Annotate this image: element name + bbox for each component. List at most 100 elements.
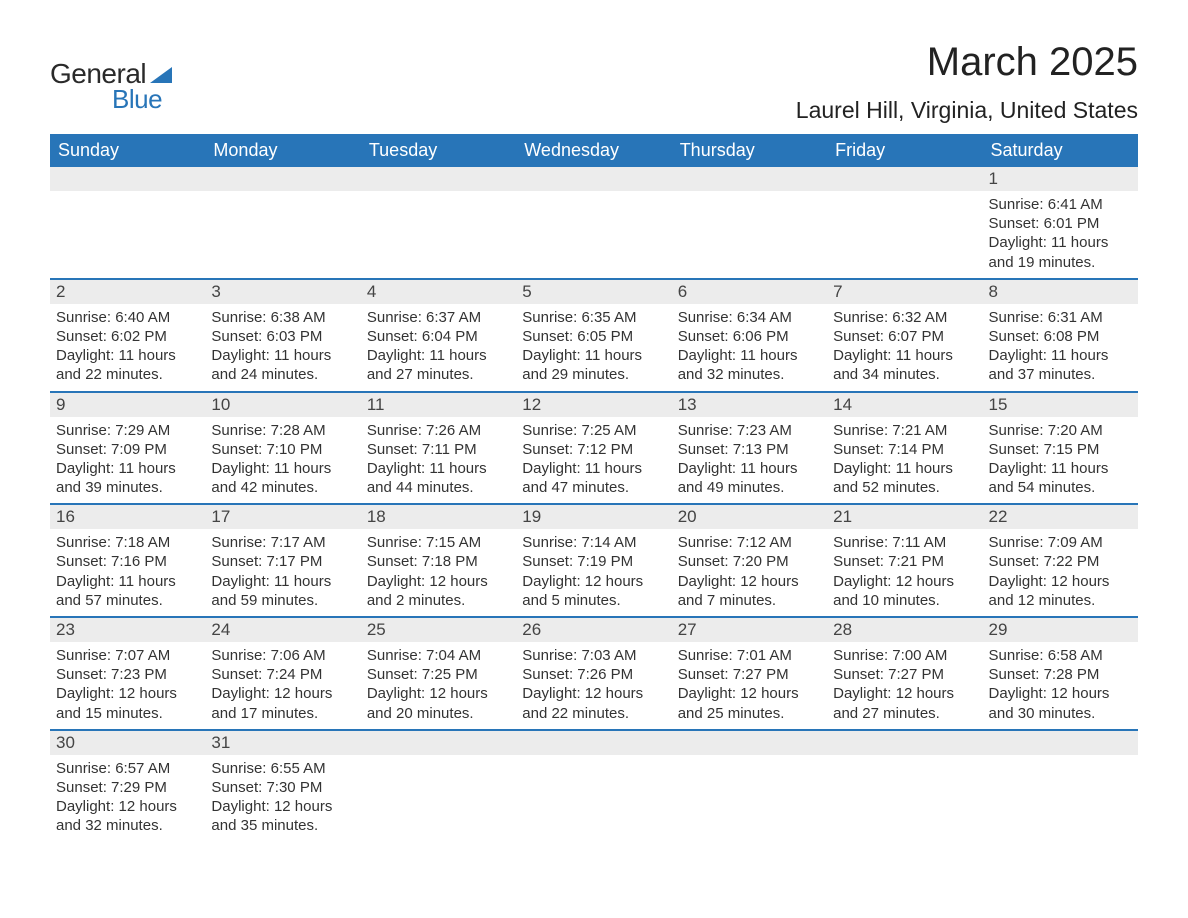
sunrise-line: Sunrise: 7:00 AM [833,646,976,665]
sunset-line: Sunset: 7:15 PM [989,440,1132,459]
day-number-cell: 15 [983,392,1138,417]
day-data-cell [50,191,205,279]
day-number-cell: 22 [983,504,1138,529]
sunrise-line: Sunrise: 7:21 AM [833,421,976,440]
daylight-line: Daylight: 12 hours and 30 minutes. [989,684,1132,722]
sunrise-line: Sunrise: 7:17 AM [211,533,354,552]
day-number-cell [205,167,360,191]
daylight-line: Daylight: 11 hours and 44 minutes. [367,459,510,497]
sunrise-line: Sunrise: 7:06 AM [211,646,354,665]
sunrise-line: Sunrise: 6:55 AM [211,759,354,778]
day-data-cell [672,191,827,279]
weekday-header: Wednesday [516,134,671,167]
week-daynum-row: 9101112131415 [50,392,1138,417]
sunrise-line: Sunrise: 7:07 AM [56,646,199,665]
week-data-row: Sunrise: 7:07 AMSunset: 7:23 PM Daylight:… [50,642,1138,730]
week-daynum-row: 1 [50,167,1138,191]
sunrise-line: Sunrise: 7:29 AM [56,421,199,440]
week-data-row: Sunrise: 6:41 AMSunset: 6:01 PMDaylight:… [50,191,1138,279]
day-number-cell [827,167,982,191]
day-data-cell: Sunrise: 6:32 AMSunset: 6:07 PMDaylight:… [827,304,982,392]
day-data-cell: Sunrise: 7:23 AMSunset: 7:13 PMDaylight:… [672,417,827,505]
sunset-line: Sunset: 7:23 PM [56,665,199,684]
sunrise-line: Sunrise: 6:41 AM [989,195,1132,214]
day-data-cell: Sunrise: 7:07 AMSunset: 7:23 PMDaylight:… [50,642,205,730]
sunrise-line: Sunrise: 6:40 AM [56,308,199,327]
daylight-line: Daylight: 11 hours and 42 minutes. [211,459,354,497]
sunset-line: Sunset: 7:19 PM [522,552,665,571]
week-data-row: Sunrise: 7:18 AMSunset: 7:16 PMDaylight:… [50,529,1138,617]
sunset-line: Sunset: 6:03 PM [211,327,354,346]
day-data-cell: Sunrise: 7:17 AMSunset: 7:17 PMDaylight:… [205,529,360,617]
day-number-cell: 20 [672,504,827,529]
daylight-line: Daylight: 11 hours and 29 minutes. [522,346,665,384]
sunrise-line: Sunrise: 7:11 AM [833,533,976,552]
title-block: March 2025 Laurel Hill, Virginia, United… [796,40,1138,124]
day-number-cell: 13 [672,392,827,417]
sunrise-line: Sunrise: 6:38 AM [211,308,354,327]
sunset-line: Sunset: 7:11 PM [367,440,510,459]
sunset-line: Sunset: 7:24 PM [211,665,354,684]
sunrise-line: Sunrise: 7:15 AM [367,533,510,552]
header: General Blue March 2025 Laurel Hill, Vir… [50,40,1138,124]
day-number-cell: 9 [50,392,205,417]
daylight-line: Daylight: 11 hours and 52 minutes. [833,459,976,497]
day-data-cell [516,191,671,279]
sunset-line: Sunset: 7:25 PM [367,665,510,684]
day-data-cell: Sunrise: 7:00 AMSunset: 7:27 PMDaylight:… [827,642,982,730]
daylight-line: Daylight: 11 hours and 57 minutes. [56,572,199,610]
day-number-cell: 14 [827,392,982,417]
day-data-cell: Sunrise: 7:06 AMSunset: 7:24 PMDaylight:… [205,642,360,730]
sunrise-line: Sunrise: 6:31 AM [989,308,1132,327]
daylight-line: Daylight: 12 hours and 7 minutes. [678,572,821,610]
daylight-line: Daylight: 12 hours and 17 minutes. [211,684,354,722]
day-number-cell: 17 [205,504,360,529]
daylight-line: Daylight: 12 hours and 25 minutes. [678,684,821,722]
day-number-cell: 25 [361,617,516,642]
day-data-cell [827,755,982,842]
day-number-cell [672,730,827,755]
calendar-table: SundayMondayTuesdayWednesdayThursdayFrid… [50,134,1138,842]
day-data-cell: Sunrise: 6:37 AMSunset: 6:04 PMDaylight:… [361,304,516,392]
day-data-cell: Sunrise: 7:28 AMSunset: 7:10 PMDaylight:… [205,417,360,505]
day-data-cell: Sunrise: 7:14 AMSunset: 7:19 PMDaylight:… [516,529,671,617]
day-data-cell: Sunrise: 7:20 AMSunset: 7:15 PMDaylight:… [983,417,1138,505]
day-number-cell: 26 [516,617,671,642]
daylight-line: Daylight: 11 hours and 32 minutes. [678,346,821,384]
day-number-cell: 18 [361,504,516,529]
day-number-cell: 1 [983,167,1138,191]
day-data-cell: Sunrise: 7:26 AMSunset: 7:11 PMDaylight:… [361,417,516,505]
day-data-cell: Sunrise: 6:57 AMSunset: 7:29 PMDaylight:… [50,755,205,842]
day-number-cell: 10 [205,392,360,417]
day-number-cell [516,167,671,191]
day-data-cell: Sunrise: 7:12 AMSunset: 7:20 PMDaylight:… [672,529,827,617]
day-data-cell: Sunrise: 6:40 AMSunset: 6:02 PMDaylight:… [50,304,205,392]
sunset-line: Sunset: 7:20 PM [678,552,821,571]
day-number-cell: 16 [50,504,205,529]
daylight-line: Daylight: 12 hours and 27 minutes. [833,684,976,722]
sunset-line: Sunset: 7:27 PM [678,665,821,684]
day-number-cell: 24 [205,617,360,642]
daylight-line: Daylight: 12 hours and 35 minutes. [211,797,354,835]
day-number-cell: 6 [672,279,827,304]
weekday-header: Sunday [50,134,205,167]
daylight-line: Daylight: 11 hours and 24 minutes. [211,346,354,384]
brand-name-2: Blue [112,84,162,115]
day-data-cell: Sunrise: 7:21 AMSunset: 7:14 PMDaylight:… [827,417,982,505]
sunrise-line: Sunrise: 7:09 AM [989,533,1132,552]
week-daynum-row: 16171819202122 [50,504,1138,529]
sunset-line: Sunset: 7:12 PM [522,440,665,459]
weekday-header: Monday [205,134,360,167]
day-data-cell [361,191,516,279]
sunrise-line: Sunrise: 7:28 AM [211,421,354,440]
daylight-line: Daylight: 12 hours and 22 minutes. [522,684,665,722]
day-data-cell: Sunrise: 6:38 AMSunset: 6:03 PMDaylight:… [205,304,360,392]
sunset-line: Sunset: 7:18 PM [367,552,510,571]
week-data-row: Sunrise: 6:40 AMSunset: 6:02 PM Daylight:… [50,304,1138,392]
sunset-line: Sunset: 6:02 PM [56,327,199,346]
day-number-cell: 29 [983,617,1138,642]
sunrise-line: Sunrise: 6:35 AM [522,308,665,327]
day-data-cell: Sunrise: 7:03 AMSunset: 7:26 PMDaylight:… [516,642,671,730]
brand-triangle-icon [150,67,172,83]
day-data-cell: Sunrise: 6:34 AMSunset: 6:06 PMDaylight:… [672,304,827,392]
